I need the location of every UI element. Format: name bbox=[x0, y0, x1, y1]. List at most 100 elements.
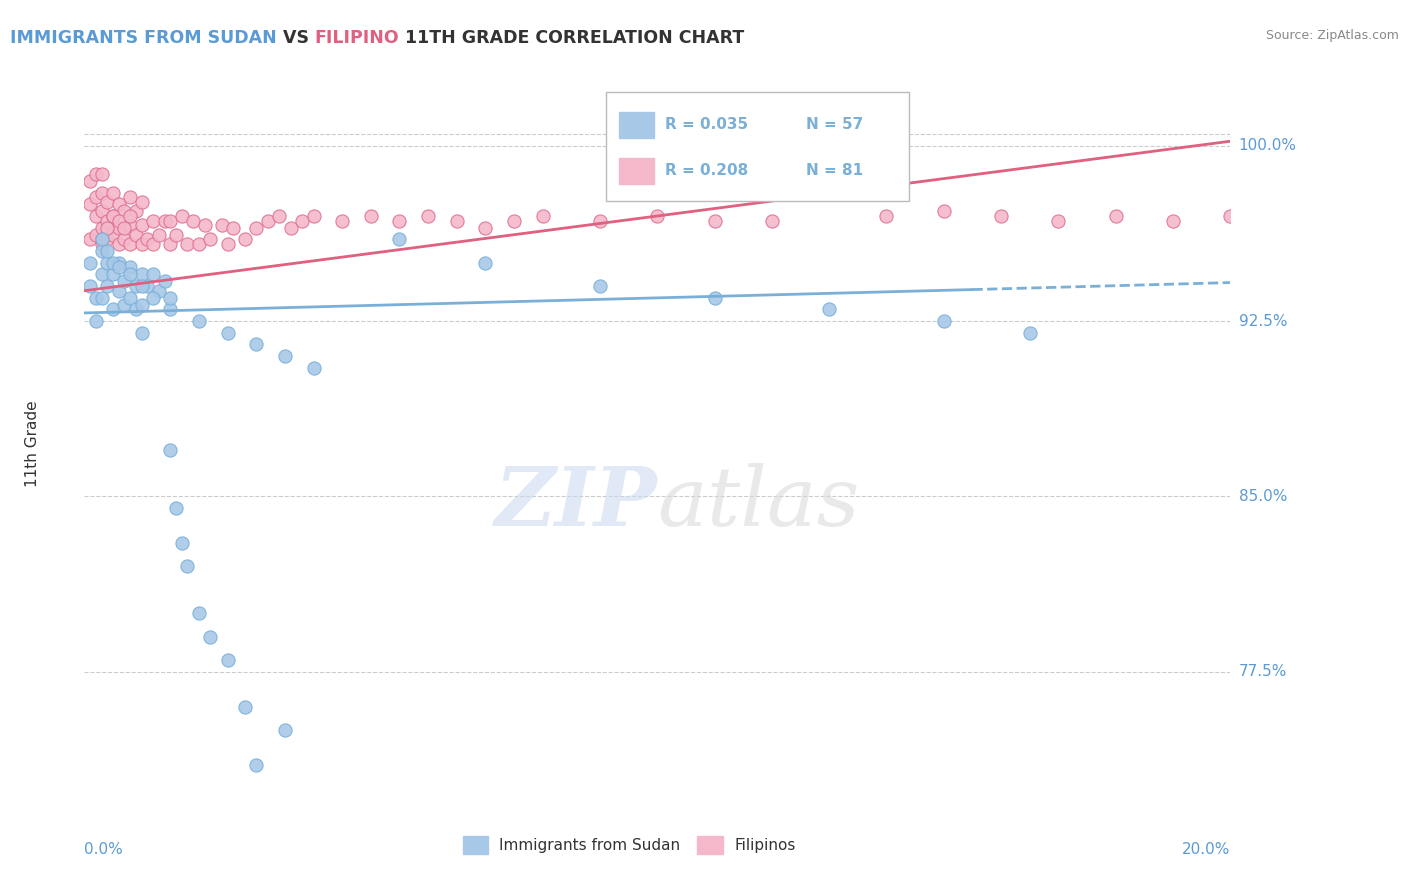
Point bbox=[589, 213, 612, 227]
Point bbox=[90, 186, 112, 200]
Point bbox=[818, 302, 841, 317]
Point bbox=[96, 232, 118, 246]
Point bbox=[256, 213, 278, 227]
Point bbox=[107, 220, 129, 235]
Point bbox=[131, 268, 153, 282]
Point bbox=[647, 209, 669, 223]
Point bbox=[84, 314, 107, 328]
Point bbox=[114, 220, 136, 235]
Bar bbox=[697, 836, 723, 855]
Point bbox=[233, 232, 256, 246]
Point bbox=[96, 220, 118, 235]
Point bbox=[142, 291, 165, 305]
Point bbox=[159, 213, 181, 227]
Point bbox=[107, 256, 129, 270]
Point bbox=[142, 268, 165, 282]
Point bbox=[131, 298, 153, 312]
Point bbox=[194, 219, 217, 233]
Point bbox=[131, 237, 153, 252]
Point bbox=[1161, 213, 1184, 227]
Point bbox=[188, 606, 211, 620]
Text: Immigrants from Sudan: Immigrants from Sudan bbox=[499, 838, 681, 853]
Point bbox=[503, 213, 526, 227]
Point bbox=[188, 237, 211, 252]
Point bbox=[990, 209, 1012, 223]
Point bbox=[84, 167, 107, 181]
Point bbox=[761, 213, 783, 227]
Point bbox=[96, 194, 118, 209]
Point bbox=[302, 209, 325, 223]
Point bbox=[142, 237, 165, 252]
Point bbox=[217, 326, 239, 340]
Point bbox=[84, 291, 107, 305]
Point bbox=[176, 559, 198, 574]
Text: N = 81: N = 81 bbox=[806, 163, 863, 178]
Point bbox=[388, 213, 411, 227]
Point bbox=[107, 197, 129, 211]
Point bbox=[114, 232, 136, 246]
Point bbox=[107, 237, 129, 252]
Text: ZIP: ZIP bbox=[495, 463, 658, 542]
Point bbox=[107, 213, 129, 227]
Point bbox=[589, 279, 612, 293]
Point bbox=[84, 227, 107, 242]
Point bbox=[474, 256, 496, 270]
Point bbox=[131, 194, 153, 209]
Point bbox=[136, 279, 159, 293]
Point bbox=[125, 227, 148, 242]
Point bbox=[96, 213, 118, 227]
Point bbox=[90, 167, 112, 181]
Point bbox=[245, 337, 267, 351]
Point bbox=[101, 302, 124, 317]
Point bbox=[211, 219, 233, 233]
Point bbox=[90, 268, 112, 282]
Point bbox=[125, 302, 148, 317]
Point bbox=[176, 237, 198, 252]
Point bbox=[245, 758, 267, 772]
Point bbox=[165, 501, 187, 516]
Point bbox=[188, 314, 211, 328]
Point bbox=[90, 244, 112, 258]
Point bbox=[125, 204, 148, 219]
Point bbox=[165, 227, 187, 242]
Point bbox=[114, 274, 136, 288]
Point bbox=[280, 220, 302, 235]
Point bbox=[932, 314, 955, 328]
Point bbox=[101, 186, 124, 200]
Point bbox=[107, 284, 129, 298]
Bar bbox=[620, 112, 654, 138]
Text: atlas: atlas bbox=[658, 463, 859, 542]
Point bbox=[125, 279, 148, 293]
Point bbox=[120, 219, 142, 233]
Point bbox=[330, 213, 353, 227]
Bar bbox=[463, 836, 488, 855]
Point bbox=[181, 213, 204, 227]
Point bbox=[222, 220, 245, 235]
Text: IMMIGRANTS FROM SUDAN: IMMIGRANTS FROM SUDAN bbox=[10, 29, 277, 46]
Point bbox=[101, 209, 124, 223]
Point bbox=[90, 291, 112, 305]
Point bbox=[131, 219, 153, 233]
Point bbox=[1105, 209, 1128, 223]
Point bbox=[703, 213, 725, 227]
Text: VS: VS bbox=[277, 29, 315, 46]
Point bbox=[170, 209, 193, 223]
Point bbox=[136, 232, 159, 246]
Text: N = 57: N = 57 bbox=[806, 117, 863, 132]
Point bbox=[159, 237, 181, 252]
Point bbox=[120, 260, 142, 275]
Point bbox=[114, 298, 136, 312]
Point bbox=[876, 209, 898, 223]
Point bbox=[90, 237, 112, 252]
Point bbox=[120, 291, 142, 305]
Text: R = 0.035: R = 0.035 bbox=[665, 117, 748, 132]
Point bbox=[90, 232, 112, 246]
Point bbox=[96, 279, 118, 293]
Point bbox=[79, 197, 101, 211]
Point bbox=[79, 256, 101, 270]
Point bbox=[418, 209, 440, 223]
Text: 11th Grade: 11th Grade bbox=[25, 401, 41, 487]
Point bbox=[148, 284, 170, 298]
Point bbox=[302, 360, 325, 375]
Point bbox=[79, 174, 101, 188]
